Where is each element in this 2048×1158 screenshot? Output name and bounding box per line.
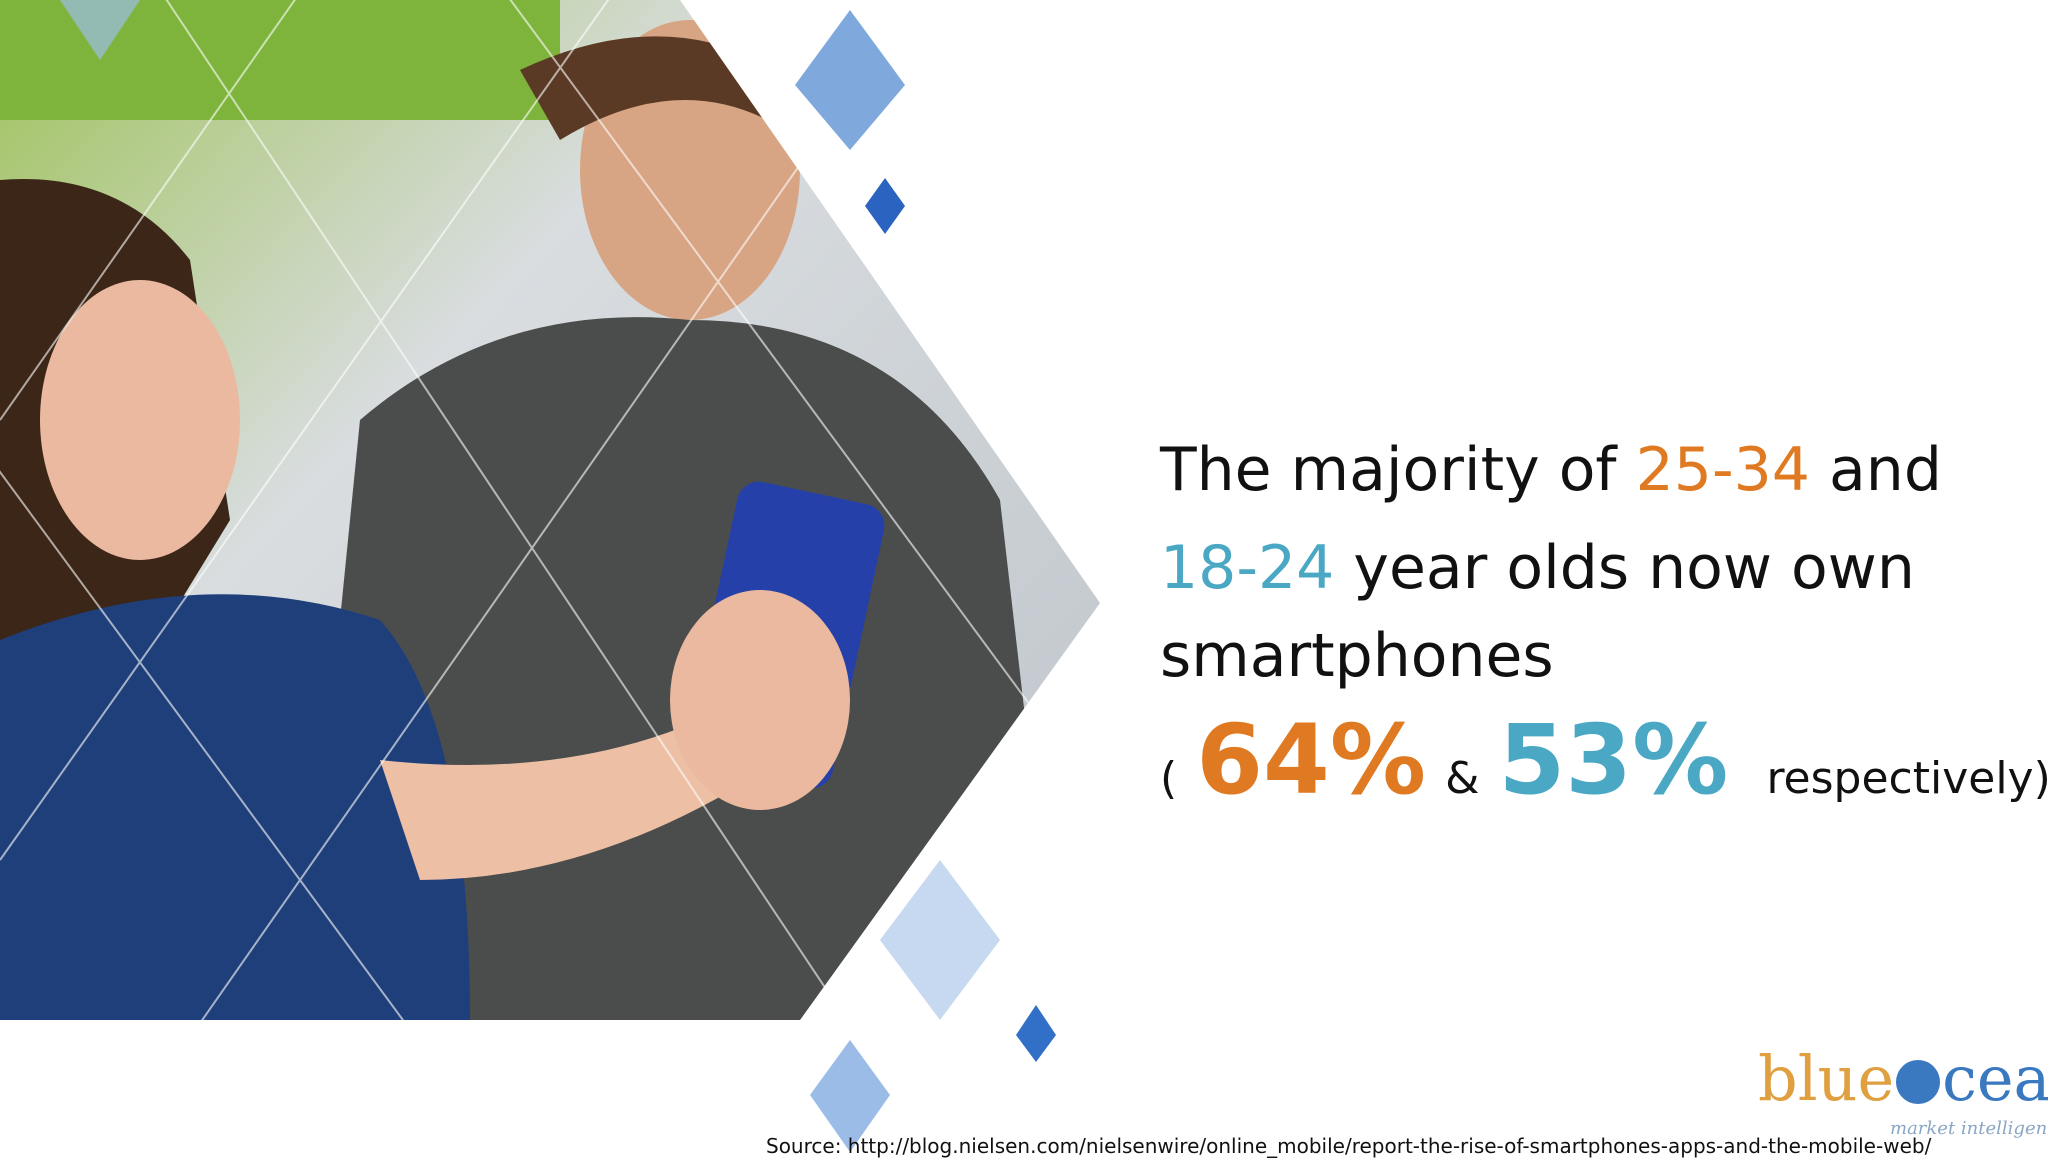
logo: bluecean market intelligence [1758, 1048, 2048, 1140]
age-group: 25-34 [1635, 435, 1810, 505]
text: & [1445, 753, 1480, 804]
logo-text: cean [1942, 1042, 2048, 1115]
text: The majority of [1160, 435, 1636, 505]
text: smartphones [1160, 621, 1554, 691]
percentage: 64% [1196, 704, 1427, 816]
text: ( [1160, 753, 1178, 804]
percentage: 53% [1498, 704, 1729, 816]
logo-globe [1896, 1060, 1941, 1104]
photo-collage [0, 0, 1101, 1152]
headline-line: smartphones [1160, 626, 1554, 686]
text: and [1809, 435, 1942, 505]
headline-line: The majority of 25-34 and [1160, 440, 1942, 500]
headline-line: ( 64% & 53% respectively) [1160, 712, 2048, 808]
diamond-grid [0, 0, 1100, 1152]
logo-tagline: market intelligence [1890, 1118, 2048, 1139]
logo-wordmark: bluecean [1758, 1048, 2048, 1110]
text: year olds now own [1334, 533, 1915, 603]
source-note: Source: http://blog.nielsen.com/nielsenw… [766, 1134, 1932, 1158]
text: respectively) [1766, 753, 2048, 804]
headline-line: 18-24 year olds now own [1160, 538, 1915, 598]
age-group: 18-24 [1160, 533, 1335, 603]
logo-text: blue [1758, 1042, 1895, 1115]
decor-diamonds [60, 0, 1056, 1152]
